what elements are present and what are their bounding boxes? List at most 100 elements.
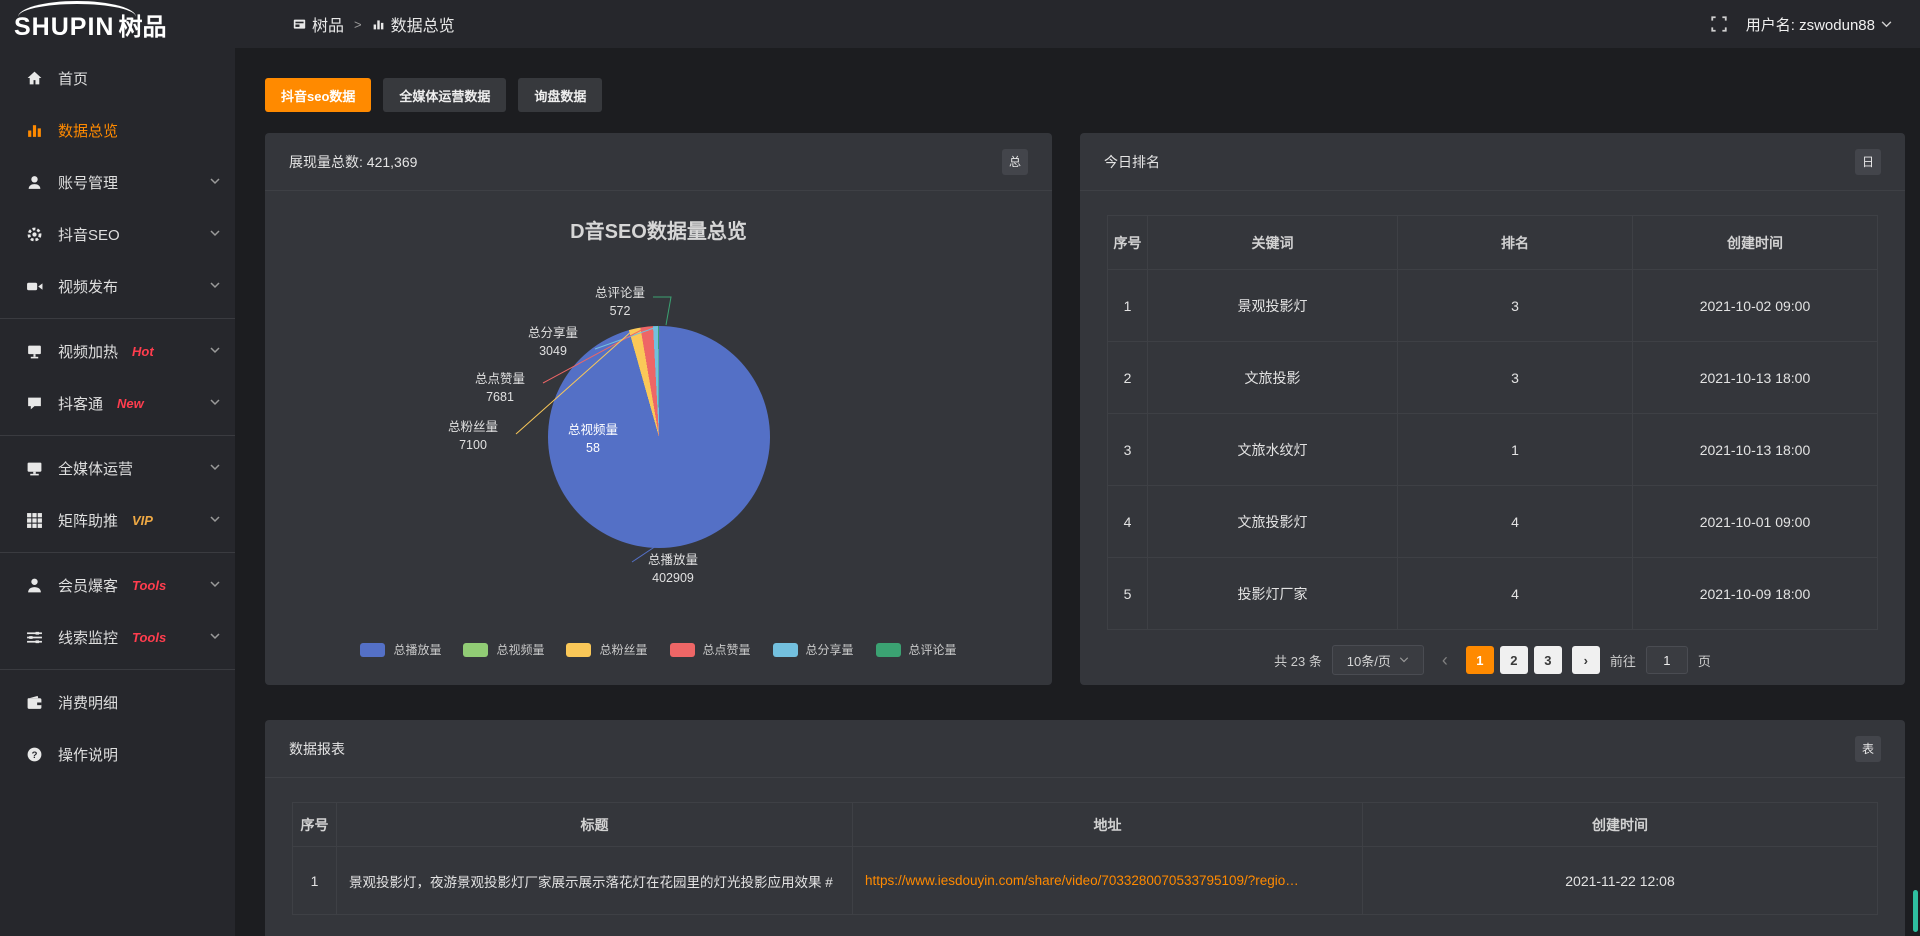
report-table: 序号 标题 地址 创建时间 1 景观投影灯，夜游景观投影灯厂家展示展示落花灯在花园里的灯光… [292, 802, 1878, 915]
sidebar-item-question[interactable]: ? 操作说明 [0, 728, 235, 780]
chat-icon [26, 395, 43, 412]
rank-card-badge-button[interactable]: 日 [1855, 148, 1881, 175]
overview-card-badge-button[interactable]: 总 [1002, 148, 1028, 175]
sidebar-item-user[interactable]: 账号管理 [0, 156, 235, 208]
window-icon [293, 19, 306, 29]
tab-全媒体运营数据[interactable]: 全媒体运营数据 [383, 78, 507, 112]
report-link[interactable]: https://www.iesdouyin.com/share/video/70… [852, 846, 1363, 915]
sidebar-divider [0, 318, 235, 319]
sidebar-item-chat[interactable]: 抖客通 New [0, 377, 235, 429]
legend-item-总播放量[interactable]: 总播放量 [360, 641, 441, 658]
table-cell: 景观投影灯，夜游景观投影灯厂家展示展示落花灯在花园里的灯光投影应用效果 # [336, 846, 853, 915]
table-cell: 1 [1397, 413, 1633, 486]
legend-swatch [360, 642, 386, 657]
legend-item-总分享量[interactable]: 总分享量 [772, 641, 854, 658]
logo-arc [18, 0, 136, 17]
column-header: 关键词 [1147, 215, 1398, 270]
logo-text-en: SHUPIN [14, 12, 115, 41]
sidebar-item-grid[interactable]: 矩阵助推 VIP [0, 494, 235, 546]
table-header-row: 序号 关键词 排名 创建时间 [1107, 215, 1878, 270]
page-size-select[interactable]: 10条/页 [1331, 645, 1424, 675]
sidebar-item-label: 线索监控 [58, 629, 119, 647]
prev-page-button[interactable]: ‹ [1441, 649, 1448, 670]
table-cell: 文旅投影灯 [1147, 485, 1398, 558]
table-row: 5 投影灯厂家 4 2021-10-09 18:00 [1107, 557, 1878, 630]
tab-抖音seo数据[interactable]: 抖音seo数据 [265, 78, 372, 112]
overview-card-title: 展现量总数: 421,369 [289, 153, 418, 170]
sidebar-badge: Hot [132, 343, 154, 359]
legend-item-总视频量[interactable]: 总视频量 [463, 641, 544, 658]
legend-swatch [566, 642, 592, 657]
chevron-down-icon [209, 629, 221, 646]
chart-icon [373, 19, 383, 29]
page-button-2[interactable]: 2 [1499, 646, 1528, 674]
chevron-down-icon [209, 174, 221, 191]
table-cell: 1 [292, 846, 337, 915]
tab-询盘数据[interactable]: 询盘数据 [518, 78, 603, 112]
sidebar-item-monitor[interactable]: 全媒体运营 [0, 442, 235, 494]
camera-icon [26, 278, 43, 295]
column-header: 序号 [1107, 215, 1148, 270]
top-bar: SHUPIN 树品 树品 > 数据总览 用户名: zswodun88 [0, 0, 1920, 48]
table-cell: 文旅水纹灯 [1147, 413, 1398, 486]
sidebar-item-chart[interactable]: 数据总览 [0, 104, 235, 156]
sidebar-item-sliders[interactable]: 线索监控 Tools [0, 611, 235, 663]
table-cell: 2021-10-13 18:00 [1632, 341, 1878, 414]
legend-item-总粉丝量[interactable]: 总粉丝量 [566, 641, 648, 658]
chevron-down-icon [209, 226, 221, 243]
legend-label: 总粉丝量 [599, 643, 648, 657]
sidebar-item-label: 抖客通 [58, 395, 104, 413]
chevron-down-icon [1399, 657, 1409, 663]
fullscreen-icon[interactable] [1710, 15, 1728, 33]
sidebar-item-label: 首页 [58, 70, 89, 88]
table-cell: 1 [1107, 269, 1148, 342]
sidebar-item-label: 会员爆客 [58, 577, 119, 595]
chart-title: D音SEO数据量总览 [570, 221, 747, 243]
next-page-button[interactable]: › [1571, 646, 1600, 674]
sidebar-item-home[interactable]: 首页 [0, 52, 235, 104]
legend-item-总评论量[interactable]: 总评论量 [875, 641, 957, 658]
breadcrumb-item-home[interactable]: 树品 [293, 12, 344, 36]
legend-item-总点赞量[interactable]: 总点赞量 [669, 641, 751, 658]
grid-icon [26, 512, 43, 529]
breadcrumb-separator: > [354, 16, 362, 32]
sidebar-item-gear[interactable]: 抖音SEO [0, 208, 235, 260]
breadcrumb-item-current[interactable]: 数据总览 [372, 12, 455, 36]
report-card-badge-button[interactable]: 表 [1855, 735, 1881, 762]
user-icon [26, 174, 43, 191]
rank-card: 今日排名 日 序号 关键词 排名 创建时间 1 景观投影灯 3 2021-10-02 09:0… [1080, 133, 1905, 685]
column-header: 标题 [336, 802, 853, 847]
sidebar-item-heat[interactable]: 视频加热 Hot [0, 325, 235, 377]
chevron-down-icon [209, 577, 221, 594]
legend-label: 总分享量 [805, 643, 854, 657]
sidebar-item-label: 抖音SEO [58, 226, 120, 244]
scrollbar-thumb[interactable] [1913, 890, 1918, 932]
page-button-3[interactable]: 3 [1533, 646, 1562, 674]
user-menu[interactable]: 用户名: zswodun88 [1746, 14, 1892, 35]
person-icon [26, 577, 43, 594]
page-button-1[interactable]: 1 [1465, 646, 1494, 674]
breadcrumb: 树品 > 数据总览 [293, 12, 455, 36]
sidebar-divider [0, 435, 235, 436]
sidebar-item-camera[interactable]: 视频发布 [0, 260, 235, 312]
sidebar-item-wallet[interactable]: 消费明细 [0, 676, 235, 728]
column-header: 创建时间 [1632, 215, 1878, 270]
pagination-total: 共 23 条 [1274, 653, 1322, 669]
sidebar-item-label: 消费明细 [58, 694, 119, 712]
sidebar-item-person[interactable]: 会员爆客 Tools [0, 559, 235, 611]
pie-label-comments: 总评论量 572 [594, 286, 645, 319]
logo-text-cn: 树品 [118, 13, 167, 41]
sliders-icon [26, 629, 43, 646]
tab-bar: 抖音seo数据 全媒体运营数据 询盘数据 [265, 78, 1905, 112]
chevron-down-icon [209, 395, 221, 412]
home-icon [26, 70, 43, 87]
legend-label: 总播放量 [393, 643, 442, 657]
chevron-down-icon [209, 278, 221, 295]
overview-card: 展现量总数: 421,369 总 D音SEO数据量总览 总评论量 572 [265, 133, 1052, 685]
table-row: 2 文旅投影 3 2021-10-13 18:00 [1107, 341, 1878, 414]
table-row: 4 文旅投影灯 4 2021-10-01 09:00 [1107, 485, 1878, 558]
pie-label-plays: 总播放量 402909 [647, 553, 698, 586]
goto-page-input[interactable] [1645, 646, 1688, 674]
legend-swatch [669, 642, 695, 657]
monitor-icon [26, 460, 43, 477]
